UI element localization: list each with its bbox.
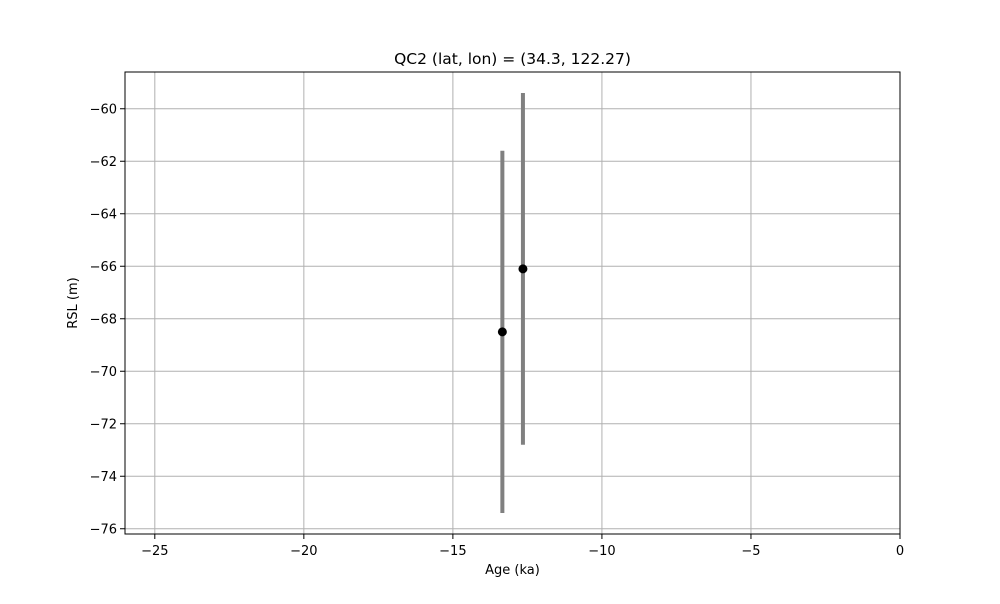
y-tick-label: −62 xyxy=(90,155,117,170)
y-axis-label: RSL (m) xyxy=(66,277,81,328)
y-tick-label: −60 xyxy=(90,102,117,117)
x-tick-label: 0 xyxy=(896,544,904,559)
y-tick-label: −70 xyxy=(90,365,117,380)
chart-title: QC2 (lat, lon) = (34.3, 122.27) xyxy=(394,50,631,68)
plot-frame xyxy=(124,71,901,535)
data-point xyxy=(518,264,528,274)
error-bars xyxy=(500,93,525,513)
x-tick-label: −10 xyxy=(588,544,615,559)
y-axis-ticks: −76 −74 −72 −70 −68 −66 −64 −62 −60 xyxy=(90,102,125,537)
y-tick-label: −68 xyxy=(90,312,117,327)
y-tick-label: −66 xyxy=(90,260,117,275)
x-axis-label: Age (ka) xyxy=(485,563,540,578)
x-tick-label: −20 xyxy=(290,544,317,559)
data-points xyxy=(497,264,528,337)
data-point xyxy=(497,327,507,337)
y-tick-label: −76 xyxy=(90,522,117,537)
y-tick-label: −74 xyxy=(90,470,117,485)
y-tick-label: −72 xyxy=(90,417,117,432)
x-tick-label: −25 xyxy=(141,544,168,559)
x-axis-ticks: −25 −20 −15 −10 −5 0 xyxy=(141,534,904,559)
grid xyxy=(125,72,901,534)
y-tick-label: −64 xyxy=(90,207,117,222)
x-tick-label: −5 xyxy=(741,544,760,559)
x-tick-label: −15 xyxy=(439,544,466,559)
